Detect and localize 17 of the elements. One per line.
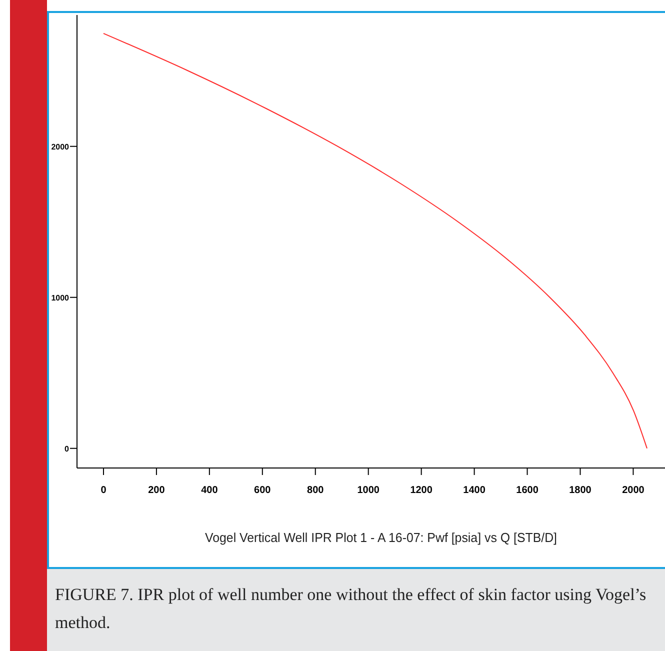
- y-tick-label: 0: [64, 444, 70, 454]
- x-tick-label: 400: [201, 485, 218, 496]
- text: Vogel Vertical Well IPR Plot 1 - A 16-07: Pwf [psia] vs Q [STB/D]: [205, 530, 574, 545]
- x-tick-label: 0: [100, 485, 107, 496]
- x-tick-label: 1400: [463, 485, 486, 496]
- line-series: [102, 32, 648, 449]
- x-tick-label: 600: [254, 485, 272, 496]
- caption: FIGURE 7. IPR plot of well number one without the effect of skin factor using Vogel’s method.: [55, 584, 648, 634]
- x-tick-label: 200: [148, 485, 166, 496]
- x-tick-label: 1800: [569, 485, 592, 496]
- y-tick-label: 2000: [51, 142, 70, 152]
- y-tick-label: 1000: [51, 293, 70, 302]
- x-tick-label: 2000: [622, 485, 645, 496]
- x-tick-label: 800: [307, 485, 324, 496]
- x-tick-label: 1000: [357, 485, 380, 496]
- x-tick-label: 1200: [410, 485, 433, 496]
- x-tick-label: 1600: [516, 485, 539, 496]
